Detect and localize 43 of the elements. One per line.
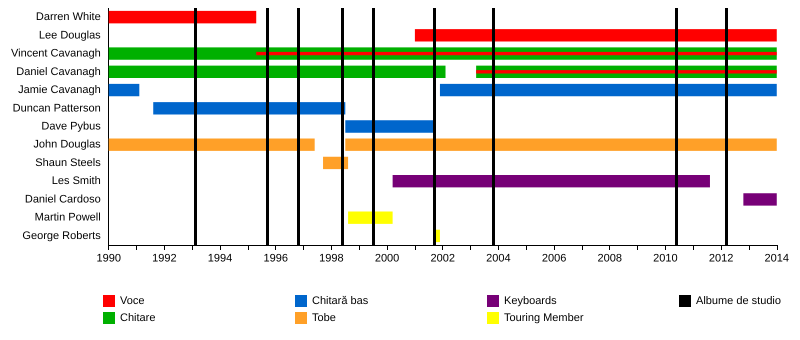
x-tick-label: 2014 xyxy=(764,252,790,264)
bar xyxy=(108,66,446,78)
bar xyxy=(108,138,315,151)
y-tick-label: Daniel Cardoso xyxy=(24,193,101,206)
x-tick-label: 2010 xyxy=(653,252,678,264)
y-tick-label: Martin Powell xyxy=(34,212,101,224)
x-tick-label: 1998 xyxy=(319,252,344,264)
bar xyxy=(392,174,710,188)
y-tick-label: Duncan Patterson xyxy=(12,102,101,114)
x-tick-label: 2008 xyxy=(598,252,622,264)
x-tick-label: 1994 xyxy=(208,252,232,264)
x-tick-label: 2012 xyxy=(708,252,734,264)
legend-label: Voce xyxy=(120,295,144,307)
bar xyxy=(153,102,346,114)
bar xyxy=(345,120,434,133)
bar xyxy=(345,138,777,151)
x-tick-label: 2006 xyxy=(542,252,566,264)
y-tick-label: Dave Pybus xyxy=(41,120,102,132)
y-tick-label: Darren White xyxy=(36,11,101,24)
x-tick-label: 1990 xyxy=(96,252,121,264)
legend-label: Chitară bas xyxy=(312,295,369,307)
bar xyxy=(108,84,140,96)
legend-label: Tobe xyxy=(312,312,336,324)
legend-label: Touring Member xyxy=(504,312,584,324)
bar xyxy=(440,84,777,96)
y-tick-label: John Douglas xyxy=(33,138,102,151)
y-tick-label: Daniel Cavanagh xyxy=(16,66,101,78)
x-tick-label: 2002 xyxy=(430,252,455,264)
x-tick-label: 1992 xyxy=(152,252,177,264)
x-tick-label: 1996 xyxy=(263,252,288,264)
legend-label: Keyboards xyxy=(504,295,558,307)
y-tick-label: Les Smith xyxy=(52,175,101,188)
y-tick-label: Vincent Cavanagh xyxy=(10,48,101,60)
x-tick-label: 2000 xyxy=(374,252,400,264)
x-tick-label: 2004 xyxy=(486,252,511,264)
y-tick-label: Shaun Steels xyxy=(35,156,102,169)
legend-label: Albume de studio xyxy=(696,295,781,307)
bar xyxy=(348,211,393,224)
y-tick-label: Jamie Cavanagh xyxy=(18,84,101,96)
y-tick-label: George Roberts xyxy=(22,230,102,242)
y-tick-label: Lee Douglas xyxy=(38,29,102,42)
bar xyxy=(743,193,777,206)
legend-label: Chitare xyxy=(120,312,156,324)
